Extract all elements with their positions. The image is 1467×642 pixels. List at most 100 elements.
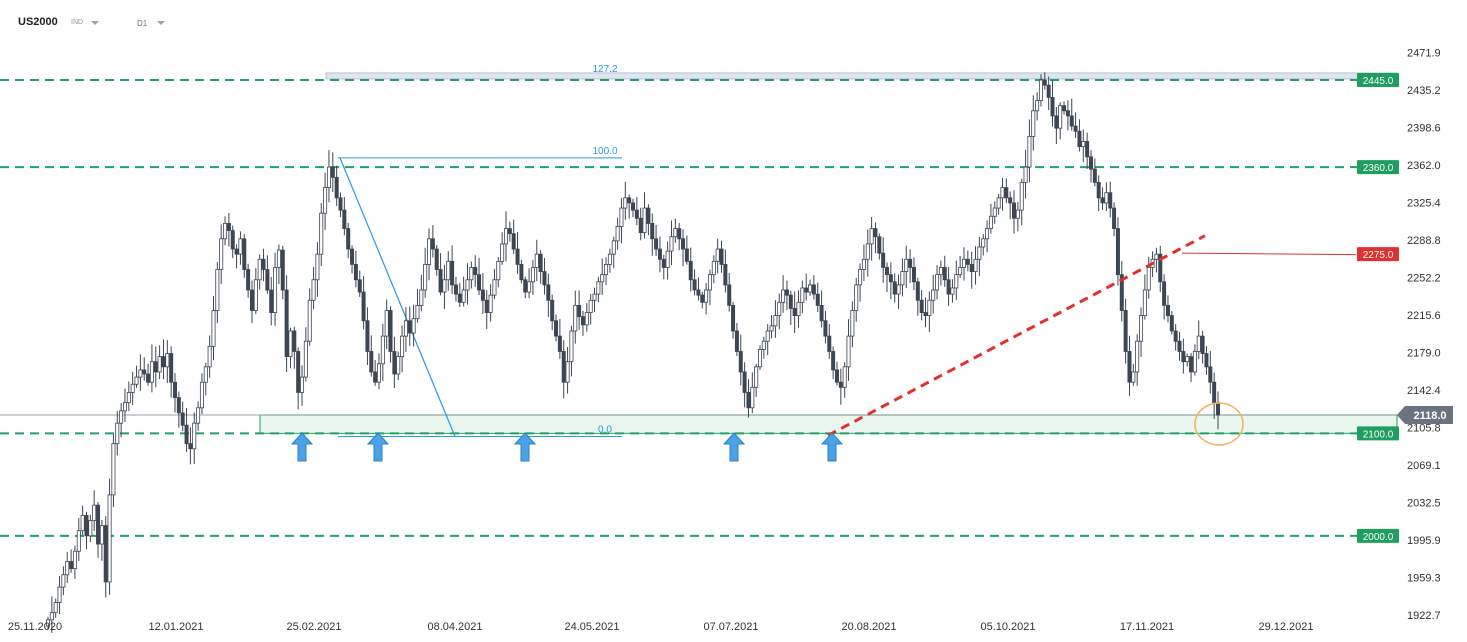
candle xyxy=(1146,256,1151,299)
candle xyxy=(242,234,247,278)
candle xyxy=(253,268,258,315)
candle-body xyxy=(346,228,351,250)
candle xyxy=(992,201,997,224)
candle-body xyxy=(977,246,982,260)
candle xyxy=(842,362,847,398)
candle-body xyxy=(284,289,289,357)
candle-body xyxy=(992,207,997,217)
candle-body xyxy=(419,289,424,306)
candle xyxy=(119,403,124,438)
candle-body xyxy=(769,325,774,332)
y-tick-label: 2215.6 xyxy=(1407,310,1441,322)
candle xyxy=(773,300,778,338)
candle-body xyxy=(873,228,878,238)
candle xyxy=(323,172,328,230)
candle-body xyxy=(72,550,77,570)
candle-body xyxy=(211,310,216,347)
candle-body xyxy=(665,250,670,268)
candle-body xyxy=(330,166,335,178)
candle xyxy=(996,193,1001,215)
candle-body xyxy=(715,248,720,262)
candle xyxy=(92,490,97,531)
candle-body xyxy=(46,619,51,627)
x-tick-label: 25.02.2021 xyxy=(286,621,341,633)
candle xyxy=(607,248,612,273)
candle xyxy=(1154,247,1159,273)
candle-body xyxy=(1088,156,1093,170)
candle xyxy=(165,340,170,384)
candle xyxy=(1046,76,1051,111)
timeframe-dropdown-icon[interactable] xyxy=(157,21,165,25)
candle xyxy=(1135,334,1140,386)
candle-body xyxy=(650,223,655,240)
candle xyxy=(677,222,682,251)
candle xyxy=(1185,353,1190,367)
candle-body xyxy=(403,320,408,337)
candle-body xyxy=(465,279,470,291)
candle xyxy=(604,257,609,286)
candle-body xyxy=(415,304,420,320)
candle-body xyxy=(361,291,366,322)
candle-body xyxy=(319,212,324,255)
candle xyxy=(600,258,605,295)
candle xyxy=(550,294,555,331)
candle xyxy=(538,250,543,284)
candle xyxy=(1169,311,1174,335)
candle-body xyxy=(234,248,239,255)
candle-body xyxy=(1008,197,1013,204)
candle xyxy=(122,388,127,422)
candle-body xyxy=(557,335,562,352)
candle-body xyxy=(788,294,793,309)
candle xyxy=(419,274,424,312)
candle xyxy=(561,340,566,399)
candle xyxy=(261,248,266,282)
candle xyxy=(326,150,331,203)
candle-body xyxy=(469,267,474,281)
candle-body xyxy=(500,243,505,262)
level-tag-2100.0 xyxy=(1357,426,1399,441)
candle xyxy=(484,290,489,330)
candle-body xyxy=(554,320,559,337)
candle xyxy=(1192,344,1197,376)
candle xyxy=(500,232,505,265)
candle xyxy=(427,228,432,281)
candle xyxy=(111,434,116,508)
candle-body xyxy=(1000,187,1005,199)
candle xyxy=(342,197,347,236)
candle xyxy=(434,245,439,276)
candle-body xyxy=(134,376,139,385)
candle-body xyxy=(353,264,358,281)
candle-body xyxy=(173,381,178,398)
candle xyxy=(935,265,940,300)
candle xyxy=(46,616,51,630)
candle xyxy=(1200,330,1205,364)
candle-body xyxy=(811,284,816,295)
candle xyxy=(461,276,466,307)
candle-body xyxy=(723,264,728,286)
candle-body xyxy=(985,228,990,240)
candle-body xyxy=(808,284,813,293)
candle xyxy=(84,511,89,550)
candle xyxy=(265,255,270,294)
candle xyxy=(307,288,312,346)
candle-body xyxy=(858,269,863,286)
candle-body xyxy=(1154,253,1159,260)
candle xyxy=(146,363,151,386)
candle-body xyxy=(765,330,770,342)
x-tick-label: 24.05.2021 xyxy=(564,621,619,633)
candle-body xyxy=(176,397,181,414)
candle xyxy=(157,345,162,380)
candle xyxy=(415,288,420,323)
candle xyxy=(973,246,978,285)
candle xyxy=(661,254,666,280)
candle-body xyxy=(1185,356,1190,363)
candle xyxy=(357,270,362,297)
candle-body xyxy=(1189,356,1194,373)
market-dropdown-icon[interactable] xyxy=(91,21,99,25)
candle xyxy=(99,519,104,561)
candle-body xyxy=(550,299,555,322)
candle xyxy=(723,249,728,293)
candle-body xyxy=(288,330,293,357)
candle xyxy=(511,219,516,254)
candle-body xyxy=(1162,281,1167,306)
